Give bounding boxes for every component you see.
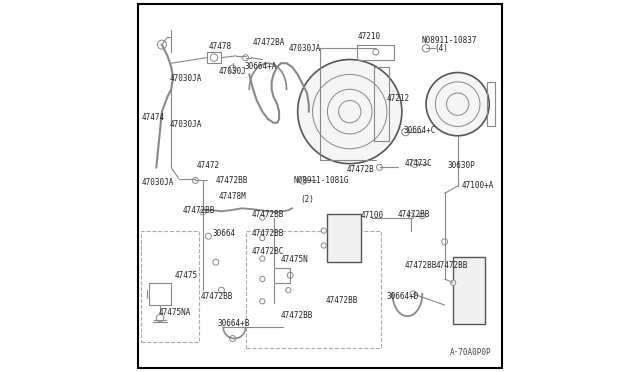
Text: 47475NA: 47475NA xyxy=(158,308,191,317)
Circle shape xyxy=(402,128,410,136)
Text: 47030JA: 47030JA xyxy=(170,74,202,83)
Text: 47030JA: 47030JA xyxy=(141,178,174,187)
Text: 47472BB: 47472BB xyxy=(252,229,284,238)
Text: 47473C: 47473C xyxy=(405,159,433,168)
Text: 47472B: 47472B xyxy=(346,165,374,174)
Text: 30630P: 30630P xyxy=(447,161,476,170)
Circle shape xyxy=(376,164,383,170)
Text: 47030JA: 47030JA xyxy=(170,120,202,129)
Text: 47472BB: 47472BB xyxy=(281,311,314,320)
Circle shape xyxy=(218,287,225,293)
Text: 47472BB: 47472BB xyxy=(200,292,232,301)
Text: 30664+B: 30664+B xyxy=(218,319,250,328)
Circle shape xyxy=(300,177,307,184)
Circle shape xyxy=(230,336,236,341)
Circle shape xyxy=(229,65,236,73)
Text: 47475N: 47475N xyxy=(281,255,308,264)
Circle shape xyxy=(260,299,265,304)
Circle shape xyxy=(410,291,416,297)
Text: 47472BB: 47472BB xyxy=(252,210,284,219)
Text: 47474: 47474 xyxy=(141,113,164,122)
Text: 47472BB: 47472BB xyxy=(436,262,468,270)
Text: 47478M: 47478M xyxy=(219,192,246,201)
Bar xyxy=(328,214,361,262)
Circle shape xyxy=(243,55,248,61)
Circle shape xyxy=(298,60,402,164)
Text: N08911-1081G: N08911-1081G xyxy=(293,176,349,185)
Text: 47472BB: 47472BB xyxy=(216,176,248,185)
Circle shape xyxy=(442,239,447,245)
Circle shape xyxy=(260,215,265,220)
Text: 47478: 47478 xyxy=(209,42,232,51)
Circle shape xyxy=(193,177,198,183)
Circle shape xyxy=(321,228,326,233)
Circle shape xyxy=(260,235,265,241)
Text: 30664+D: 30664+D xyxy=(387,292,419,301)
Text: 30664+A: 30664+A xyxy=(245,62,277,71)
Text: 47210: 47210 xyxy=(357,32,380,41)
Bar xyxy=(453,257,484,324)
Text: 30664+C: 30664+C xyxy=(403,126,436,135)
Text: 47472BB: 47472BB xyxy=(182,206,215,215)
Text: 47100: 47100 xyxy=(361,211,384,219)
Text: 47472BA: 47472BA xyxy=(253,38,285,47)
Circle shape xyxy=(373,49,379,55)
Text: 47472BC: 47472BC xyxy=(252,247,284,256)
Circle shape xyxy=(157,40,166,49)
Text: 47212: 47212 xyxy=(387,94,410,103)
Circle shape xyxy=(408,213,414,219)
Circle shape xyxy=(451,280,456,285)
Circle shape xyxy=(419,213,425,219)
Text: 47100+A: 47100+A xyxy=(461,181,493,190)
Text: 47030J: 47030J xyxy=(219,67,246,76)
Circle shape xyxy=(321,243,326,248)
Circle shape xyxy=(260,256,265,261)
Text: (2): (2) xyxy=(301,195,314,204)
Circle shape xyxy=(426,73,489,136)
Text: 47472BB: 47472BB xyxy=(405,262,437,270)
Circle shape xyxy=(156,314,164,322)
Circle shape xyxy=(205,233,211,239)
Text: 47030JA: 47030JA xyxy=(289,44,321,53)
Circle shape xyxy=(287,272,293,278)
Text: 47472BB: 47472BB xyxy=(326,296,358,305)
Text: 47472: 47472 xyxy=(196,161,220,170)
Circle shape xyxy=(422,45,429,52)
Text: (4): (4) xyxy=(435,44,449,53)
Circle shape xyxy=(411,160,419,167)
Circle shape xyxy=(213,259,219,265)
Text: N08911-10837: N08911-10837 xyxy=(422,36,477,45)
Circle shape xyxy=(286,288,291,293)
Circle shape xyxy=(211,54,218,61)
Text: A·70A0P0P: A·70A0P0P xyxy=(449,348,491,357)
Circle shape xyxy=(200,209,206,215)
Text: 30664: 30664 xyxy=(212,229,236,238)
Text: 47472BB: 47472BB xyxy=(398,210,431,219)
Circle shape xyxy=(260,276,265,282)
Text: 47475: 47475 xyxy=(174,271,197,280)
